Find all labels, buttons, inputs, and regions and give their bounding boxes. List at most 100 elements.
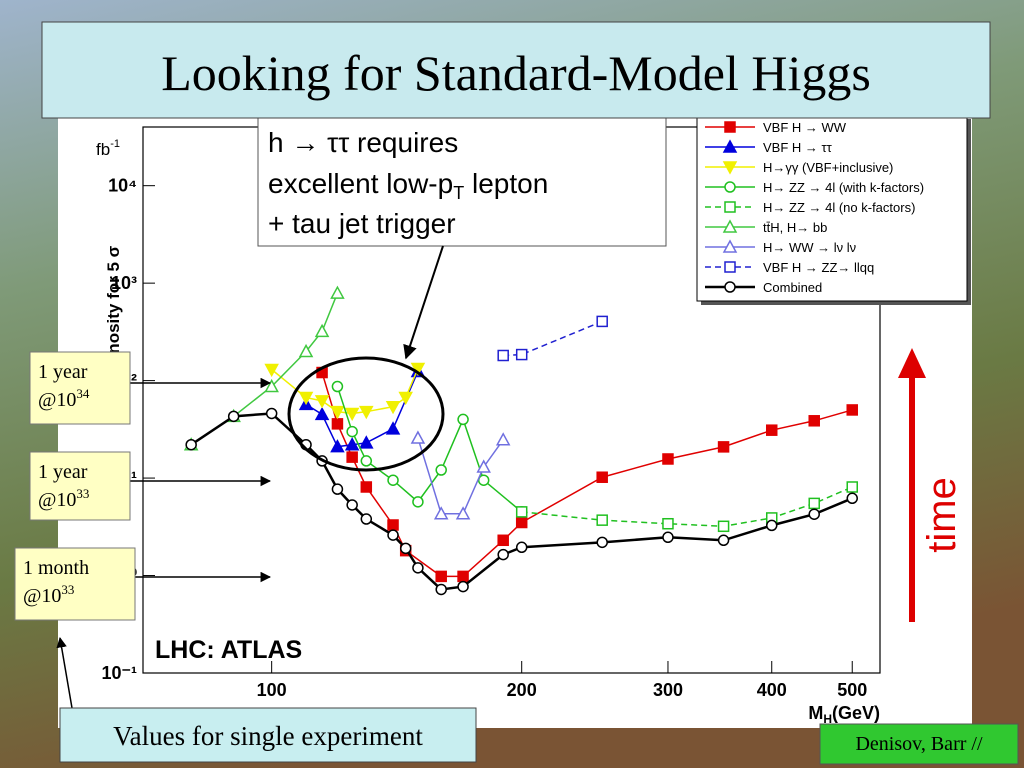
box-line: 1 year — [38, 461, 88, 483]
marker — [457, 570, 469, 583]
marker — [227, 410, 240, 423]
legend-label: H→ ZZ → 4l (with k-factors) — [763, 180, 924, 195]
marker — [331, 380, 344, 393]
note-arrow — [56, 636, 73, 709]
marker — [515, 348, 528, 361]
marker — [435, 570, 447, 583]
box-line: @1033 — [23, 582, 74, 607]
title: Looking for Standard-Model Higgs — [161, 45, 871, 101]
box-line: @1033 — [38, 486, 89, 511]
marker — [457, 580, 469, 593]
marker — [662, 531, 674, 544]
box-base: @10 — [38, 489, 76, 511]
callout-box — [257, 111, 667, 247]
marker — [360, 481, 373, 493]
marker — [298, 343, 314, 358]
marker — [724, 261, 736, 273]
marker — [808, 497, 820, 510]
x-tick-label: 100 — [257, 680, 287, 700]
y-tick-label: 10³ — [111, 273, 137, 293]
y-unit: fb-1 — [96, 138, 120, 159]
callout-line: + tau jet trigger — [268, 208, 456, 239]
x-label-sub: H — [823, 712, 832, 726]
series — [497, 315, 608, 362]
marker — [385, 421, 401, 435]
marker — [846, 404, 858, 416]
luminosity-box — [29, 451, 131, 521]
x-tick-label: 200 — [507, 680, 537, 700]
credit: Denisov, Barr // — [855, 733, 982, 755]
marker — [331, 418, 344, 430]
legend-label: Combined — [763, 280, 822, 295]
callout-part: excellent low-p — [268, 168, 453, 199]
marker — [346, 499, 358, 511]
legend-label: VBF H → ZZ→ llqq — [763, 260, 874, 275]
marker — [385, 400, 401, 415]
x-tick-label: 400 — [757, 680, 787, 700]
marker — [359, 435, 374, 449]
marker — [330, 439, 345, 453]
marker — [662, 453, 674, 465]
marker — [477, 474, 490, 486]
marker — [724, 201, 736, 213]
legend-label: VBF H → ττ — [763, 140, 833, 155]
x-axis-label: MH(GeV) — [808, 703, 880, 726]
marker — [722, 139, 738, 153]
marker — [435, 464, 447, 476]
luminosity-box — [29, 351, 131, 425]
x-label-rest: (GeV) — [832, 703, 880, 723]
overlays: h → ττ requires excellent low-pT lepton + … — [14, 21, 1019, 765]
note-box — [59, 707, 477, 763]
series — [515, 481, 858, 533]
series — [185, 407, 858, 596]
series — [316, 366, 858, 583]
luminosity-box — [14, 547, 136, 621]
marker — [387, 474, 399, 486]
marker — [724, 181, 736, 193]
marker — [596, 315, 608, 328]
marker — [662, 517, 674, 530]
note: Values for single experiment — [113, 721, 423, 751]
series — [410, 430, 511, 520]
marker — [515, 506, 528, 518]
marker — [457, 413, 469, 426]
callout-line: excellent low-pT lepton — [268, 168, 548, 203]
marker — [435, 583, 447, 596]
marker — [330, 285, 345, 299]
legend-label: H→γγ (VBF+inclusive) — [763, 160, 893, 175]
marker — [314, 395, 330, 409]
marker — [359, 405, 374, 420]
marker — [412, 562, 424, 574]
marker — [455, 506, 471, 520]
marker — [314, 323, 330, 338]
y-unit-base: fb — [96, 140, 110, 159]
marker — [722, 161, 738, 175]
marker — [497, 548, 509, 561]
box-line: 1 year — [38, 361, 88, 383]
marker — [399, 542, 412, 555]
marker — [596, 471, 608, 483]
marker — [497, 534, 509, 547]
marker — [722, 219, 738, 233]
y-tick-label: 10⁴ — [108, 176, 137, 196]
marker — [314, 406, 330, 421]
marker — [724, 281, 736, 293]
marker — [398, 391, 413, 406]
marker — [344, 407, 360, 422]
marker — [495, 432, 511, 446]
marker — [717, 441, 730, 453]
legend — [696, 114, 968, 302]
marker — [298, 391, 314, 406]
marker — [808, 508, 820, 520]
x-tick-label: 500 — [837, 680, 867, 700]
legend-label: H→ WW → lν lν — [763, 240, 856, 255]
title-box — [41, 21, 991, 119]
callout-arrow — [403, 245, 444, 360]
marker — [331, 483, 344, 495]
marker — [722, 239, 738, 253]
marker — [515, 541, 528, 554]
callout-part: lepton — [464, 168, 548, 199]
marker — [724, 121, 736, 133]
time-arrow-head — [898, 348, 926, 378]
